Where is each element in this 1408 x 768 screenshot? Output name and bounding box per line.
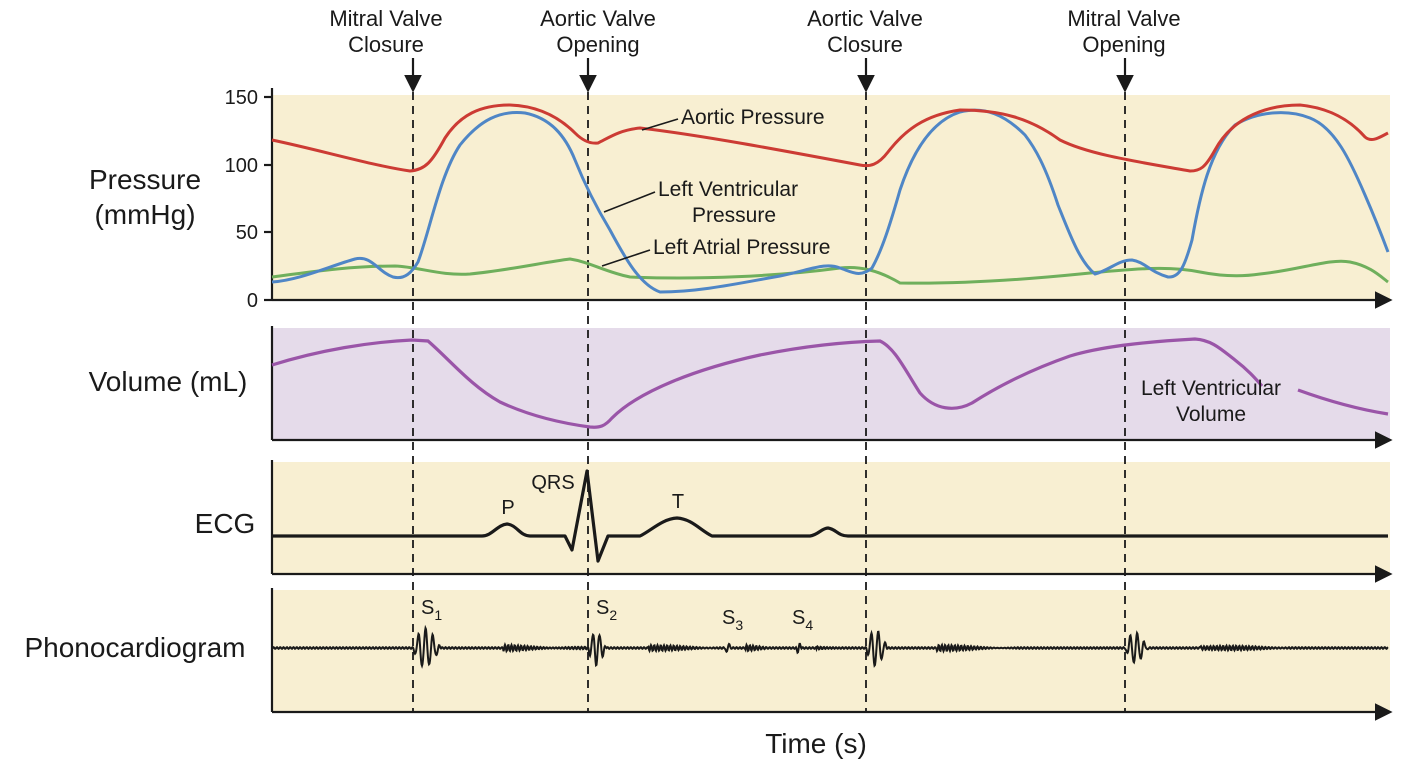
left-ventricular-pressure-curve [271, 108, 1390, 294]
la-pressure-label: Left Atrial Pressure [653, 236, 830, 259]
pressure-axis-label-line1: Pressure [89, 164, 201, 195]
ecg-p-label: P [501, 497, 514, 519]
pressure-axes [264, 88, 1393, 309]
lv-pressure-label-line2: Pressure [692, 204, 776, 227]
volume-axes [270, 326, 1393, 449]
event-label-line2: Opening [556, 32, 639, 57]
lv-pressure-label-line1: Left Ventricular [658, 178, 798, 201]
phonocardiogram-axis-label: Phonocardiogram [24, 632, 245, 663]
left-ventricular-volume-curve-tail [1297, 388, 1389, 416]
event-label-line2: Closure [348, 32, 424, 57]
event-label-line1: Aortic Valve [540, 6, 656, 31]
heart-sound-s3-label: S3 [722, 607, 743, 633]
aortic-pressure-leader [641, 118, 679, 131]
lv-volume-label-line2: Volume [1176, 403, 1246, 426]
event-label-line1: Aortic Valve [807, 6, 923, 31]
left-ventricular-volume-curve [271, 337, 1264, 429]
ecg-panel-bg [272, 462, 1390, 574]
ecg-qrs-label: QRS [531, 472, 574, 494]
aortic-pressure-label: Aortic Pressure [681, 106, 825, 129]
phonocardiogram-trace [271, 624, 1389, 669]
event-mitral-valve-closure: Mitral Valve Closure [329, 6, 443, 712]
pressure-tick-0: 0 [247, 290, 258, 312]
pressure-tick-150: 150 [225, 87, 258, 109]
ecg-axis-label: ECG [195, 508, 256, 539]
time-axis-label: Time (s) [765, 728, 867, 759]
event-mitral-valve-opening: Mitral Valve Opening [1067, 6, 1181, 712]
ecg-t-label: T [672, 491, 684, 513]
ecg-trace [272, 469, 1388, 563]
la-pressure-leader [601, 249, 651, 267]
ecg-axes [270, 460, 1393, 583]
event-label-line2: Closure [827, 32, 903, 57]
heart-sound-s2-label: S2 [596, 597, 617, 623]
phono-axes [270, 588, 1393, 721]
pressure-tick-100: 100 [225, 155, 258, 177]
heart-sound-s4-label: S4 [792, 607, 813, 633]
heart-sound-s1-label: S1 [421, 597, 442, 623]
left-atrial-pressure-curve [271, 257, 1389, 285]
volume-axis-label: Volume (mL) [89, 366, 248, 397]
lv-volume-label-line1: Left Ventricular [1141, 377, 1281, 400]
lv-pressure-leader [603, 191, 656, 213]
pressure-tick-50: 50 [236, 222, 258, 244]
event-aortic-valve-closure: Aortic Valve Closure [807, 6, 923, 712]
event-label-line1: Mitral Valve [1067, 6, 1180, 31]
aortic-pressure-curve [271, 103, 1389, 173]
pressure-axis-label-line2: (mmHg) [94, 199, 195, 230]
event-aortic-valve-opening: Aortic Valve Opening [540, 6, 656, 712]
event-label-line2: Opening [1082, 32, 1165, 57]
volume-panel-bg [272, 328, 1390, 440]
phono-panel-bg [272, 590, 1390, 712]
event-label-line1: Mitral Valve [329, 6, 442, 31]
